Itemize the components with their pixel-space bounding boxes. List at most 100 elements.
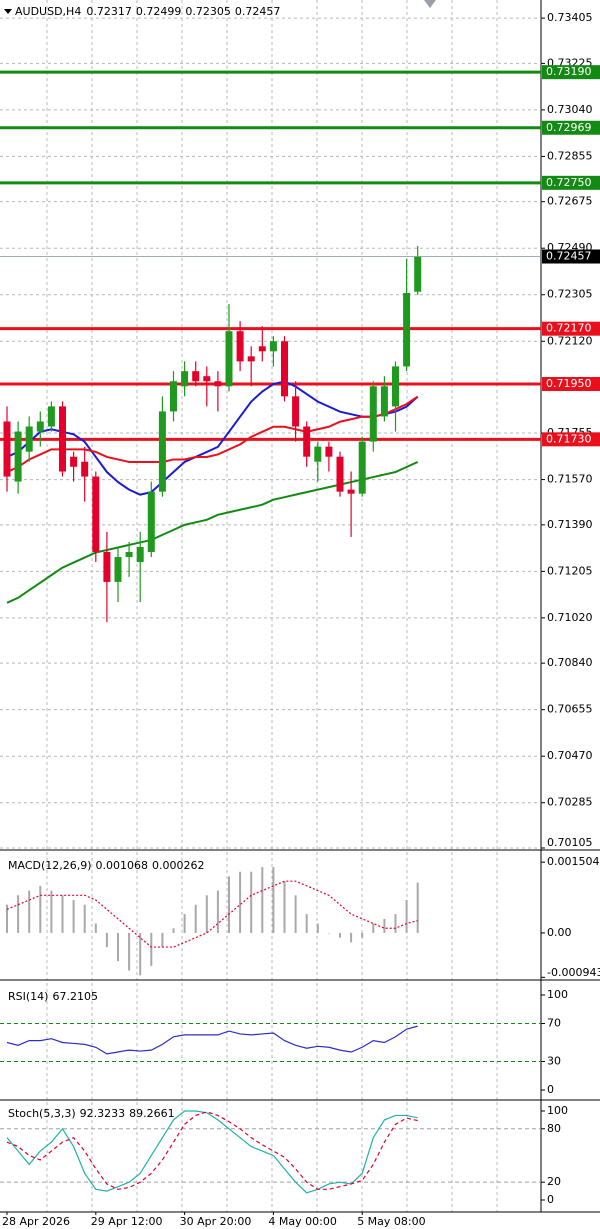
candle-body [136, 546, 144, 563]
y-tick-label: 0.73405 [547, 11, 593, 24]
level-label: 0.71950 [546, 377, 592, 390]
candle-body [369, 386, 377, 442]
y-tick-label: 0.71205 [547, 564, 593, 577]
y-tick-label: 0.70840 [547, 656, 593, 669]
open: 0.72317 [86, 5, 132, 18]
candle-body [192, 371, 200, 382]
candle-body [269, 341, 277, 352]
symbol-menu[interactable] [4, 9, 12, 14]
histogram-bar [150, 932, 153, 966]
candle-body [281, 341, 288, 397]
candle-body [392, 366, 399, 407]
histogram-bar [39, 885, 42, 933]
y-tick-label: 30 [547, 1055, 561, 1068]
candle-body [59, 406, 66, 472]
indicator-line [6, 1110, 418, 1194]
histogram-bar [261, 867, 264, 933]
candle-body [92, 476, 100, 552]
candle-body [414, 256, 422, 292]
histogram-bar [50, 890, 53, 933]
y-tick-label: 0.71570 [547, 473, 593, 486]
title: MACD(12,26,9) [8, 859, 92, 872]
level-label: 0.72750 [546, 176, 592, 189]
signal-value: 89.2661 [129, 1107, 175, 1120]
histogram-bar [327, 932, 330, 934]
histogram-bar [61, 895, 64, 933]
candle-body [258, 346, 266, 352]
close: 0.72457 [235, 5, 281, 18]
candle-body [292, 396, 300, 427]
indicator-line [6, 395, 419, 473]
y-tick-label: 0.70285 [547, 796, 593, 809]
main-value: 92.3233 [80, 1107, 126, 1120]
level-label: 0.71730 [546, 432, 592, 445]
candle-body [225, 331, 233, 387]
stoch-title: Stoch(5,3,3) 92.3233 89.2661 [8, 1107, 175, 1120]
histogram-bar [350, 932, 353, 943]
level-label-box [542, 175, 600, 190]
y-tick-label: 0.73040 [547, 103, 593, 116]
candle-body [236, 331, 244, 362]
histogram-bar [139, 932, 142, 976]
shift-marker[interactable] [424, 0, 436, 8]
indicator-line [6, 380, 419, 496]
histogram-bar [339, 932, 341, 938]
histogram-bar [83, 904, 86, 933]
histogram-bar [72, 900, 75, 933]
candle-body [47, 406, 55, 427]
histogram-bar [383, 918, 386, 933]
level-label-box [542, 377, 600, 392]
y-tick-label: 0.72675 [547, 195, 593, 208]
x-tick-label: 28 Apr 2026 [2, 1215, 70, 1228]
y-tick-label: 0.00 [547, 926, 572, 939]
histogram-bar [161, 932, 164, 948]
histogram-bar [272, 867, 275, 933]
histogram-bar [394, 914, 397, 933]
histogram-bar [172, 928, 175, 933]
y-tick-label: 0.72120 [547, 334, 593, 347]
y-tick-label: 0.70655 [547, 703, 593, 716]
level-label: 0.73190 [546, 65, 592, 78]
title: RSI(14) [8, 990, 48, 1003]
current-price-box [542, 249, 600, 264]
low: 0.72305 [185, 5, 231, 18]
header: AUDUSD,H4 0.72317 0.72499 0.72305 0.72457 [15, 5, 280, 18]
candle-body [170, 381, 177, 412]
candle-body [70, 456, 78, 467]
y-tick-label: 20 [547, 1175, 561, 1188]
candle-body [336, 456, 344, 492]
y-tick-label: 80 [547, 1122, 561, 1135]
rsi-value: 67.2105 [52, 990, 98, 1003]
candle-body [303, 426, 311, 457]
candle-body [247, 356, 255, 362]
y-tick-label: 0.71020 [547, 611, 593, 624]
level-label: 0.72969 [546, 121, 592, 134]
symbol: AUDUSD,H4 [15, 5, 81, 18]
y-tick-label: 100 [547, 1104, 568, 1117]
indicator-line [6, 1025, 418, 1055]
histogram-bar [228, 876, 230, 933]
y-tick-label: 0 [547, 1083, 554, 1096]
level-label-box [542, 120, 600, 135]
candle-body [358, 441, 366, 494]
candle-body [325, 446, 333, 457]
histogram-bar [128, 932, 131, 971]
candle-body [158, 411, 166, 492]
level-label-box [542, 65, 600, 80]
candle-body [81, 461, 89, 477]
histogram-bar [117, 932, 119, 962]
histogram-bar [250, 871, 253, 933]
indicator-line [6, 880, 418, 948]
signal-value: 0.000262 [152, 859, 205, 872]
macd-title: MACD(12,26,9) 0.001068 0.000262 [8, 859, 205, 872]
candle-body [380, 386, 388, 417]
y-tick-label: 0.001504 [547, 855, 600, 868]
current-price-label: 0.72457 [546, 250, 592, 263]
candle-body [214, 381, 222, 387]
candle-body [114, 557, 122, 582]
y-tick-label: 0.72305 [547, 288, 593, 301]
histogram-bar [94, 923, 97, 933]
y-tick-label: 0.70470 [547, 749, 593, 762]
x-tick-label: 4 May 00:00 [268, 1215, 336, 1228]
